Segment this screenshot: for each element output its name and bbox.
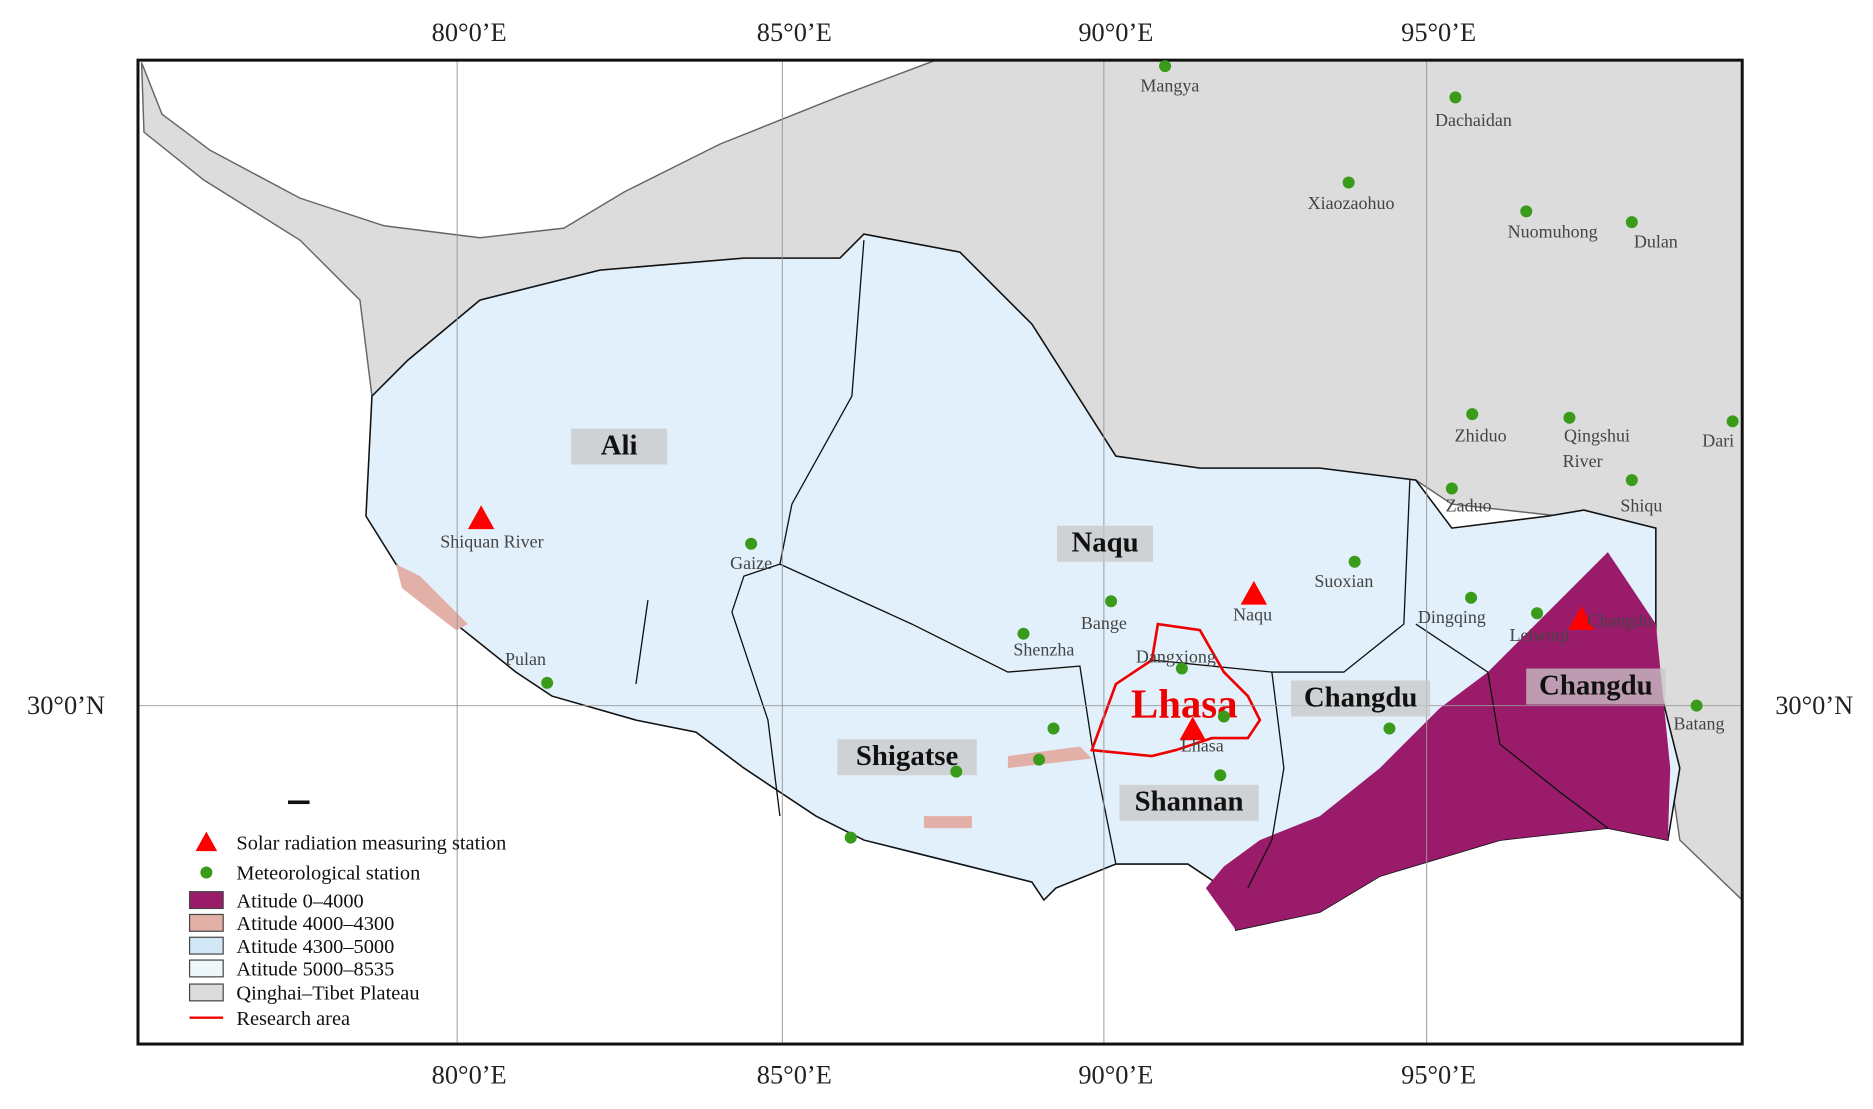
meteorological-station [1033, 753, 1046, 766]
map-frame [136, 58, 1744, 1046]
lon-label: 85°0’E [757, 1060, 832, 1090]
station-label: Changdu [1587, 610, 1652, 630]
legend-label: Meteorological station [236, 863, 420, 885]
meteorological-station [1159, 60, 1172, 73]
legend-symbol [188, 936, 224, 955]
meteorological-station [1690, 699, 1703, 712]
station-label: Shenzha [1013, 639, 1074, 659]
region-label: Changdu [1304, 681, 1418, 713]
station-label: Gaize [730, 553, 772, 573]
meteorological-station [1625, 216, 1638, 229]
meteorological-station [1217, 710, 1230, 723]
station-label: Qingshui [1564, 426, 1630, 446]
station-label: River [1563, 451, 1603, 471]
station-label: Bange [1081, 613, 1127, 633]
solar-station [1240, 580, 1268, 605]
region-label-bg [1526, 668, 1666, 705]
legend-label: Qinghai–Tibet Plateau [236, 983, 419, 1005]
meteorological-station [1175, 662, 1188, 675]
low-altitude-area [1205, 552, 1671, 931]
station-label: Pulan [505, 649, 546, 669]
meteorological-station [1348, 555, 1361, 568]
station-label: Dangxiong [1136, 646, 1216, 666]
meteorological-station [1563, 411, 1576, 424]
lon-label: 80°0’E [432, 17, 507, 47]
legend-label: Solar radiation measuring station [236, 833, 506, 855]
meteorological-station [1449, 91, 1462, 104]
station-label: Nuomuhong [1508, 222, 1598, 242]
solar-station [467, 505, 495, 530]
legend-label: Atitude 5000–8535 [236, 959, 394, 981]
region-label: Changdu [1539, 669, 1653, 701]
station-label: Dachaidan [1435, 110, 1512, 130]
lon-label: 90°0’E [1078, 17, 1153, 47]
meteorological-station [1625, 474, 1638, 487]
legend-label: Atitude 4300–5000 [236, 936, 394, 958]
region-boundaries [635, 240, 1609, 889]
station-label: Zhiduo [1455, 426, 1507, 446]
lon-label: 95°0’E [1401, 1060, 1476, 1090]
meteorological-station [541, 676, 554, 689]
meteorological-station [1017, 627, 1030, 640]
meteorological-station [1383, 722, 1396, 735]
legend-symbol [188, 913, 224, 932]
station-label: Batang [1674, 714, 1725, 734]
lon-label: 80°0’E [432, 1060, 507, 1090]
region-label: Shigatse [856, 740, 959, 772]
lat-label: 30°0’N [1775, 690, 1853, 720]
legend-label: Atitude 4000–4300 [236, 913, 394, 935]
station-label: Shiqu [1620, 495, 1662, 515]
station-label: Mangya [1140, 75, 1199, 95]
station-label: Naqu [1233, 604, 1272, 624]
region-label: Shannan [1135, 786, 1244, 818]
meteorological-station [1342, 176, 1355, 189]
station-label: Suoxian [1314, 571, 1373, 591]
lat-label: 30°0’N [27, 690, 105, 720]
lon-label: 85°0’E [757, 17, 832, 47]
legend-symbol [195, 831, 218, 852]
legend-label: Atitude 0–4000 [236, 890, 363, 912]
legend-label: Research area [236, 1008, 350, 1030]
solar-station [1568, 606, 1595, 630]
meteorological-station [1726, 415, 1739, 428]
solar-station [1179, 716, 1206, 741]
lon-label: 90°0’E [1078, 1060, 1153, 1090]
station-label: Lhasa [1181, 735, 1224, 755]
station-label: Zaduo [1446, 495, 1492, 515]
meteorological-station [1214, 769, 1227, 782]
legend-symbol [200, 866, 213, 879]
meteorological-station [1445, 482, 1458, 495]
station-label: Leiwuqi [1509, 625, 1569, 645]
meteorological-station [1047, 722, 1060, 735]
region-label-bg [571, 428, 668, 465]
meteorological-station [950, 765, 963, 778]
legend-symbol [188, 959, 224, 978]
research-area [1090, 622, 1262, 758]
meteorological-station [745, 537, 758, 550]
station-label: Xiaozaohuo [1308, 193, 1395, 213]
lon-label: 95°0’E [1401, 17, 1476, 47]
station-label: Shiquan River [440, 531, 543, 551]
meteorological-station [1465, 591, 1478, 604]
scale-mark [287, 800, 310, 805]
legend-symbol [188, 891, 224, 910]
station-label: Dingqing [1418, 607, 1486, 627]
station-label: Dari [1702, 431, 1734, 451]
region-label: Ali [601, 429, 638, 461]
meteorological-station [1520, 205, 1533, 218]
region-label-bg [1119, 784, 1259, 821]
region-label-bg [1291, 680, 1431, 717]
legend-symbol [188, 983, 224, 1002]
station-label: Dulan [1634, 231, 1678, 251]
meteorological-station [844, 831, 857, 844]
region-label-bg [1057, 525, 1154, 562]
region-label: Naqu [1071, 527, 1138, 559]
meteorological-station [1105, 595, 1118, 608]
meteorological-station [1531, 607, 1544, 620]
meteorological-station [1466, 408, 1479, 421]
